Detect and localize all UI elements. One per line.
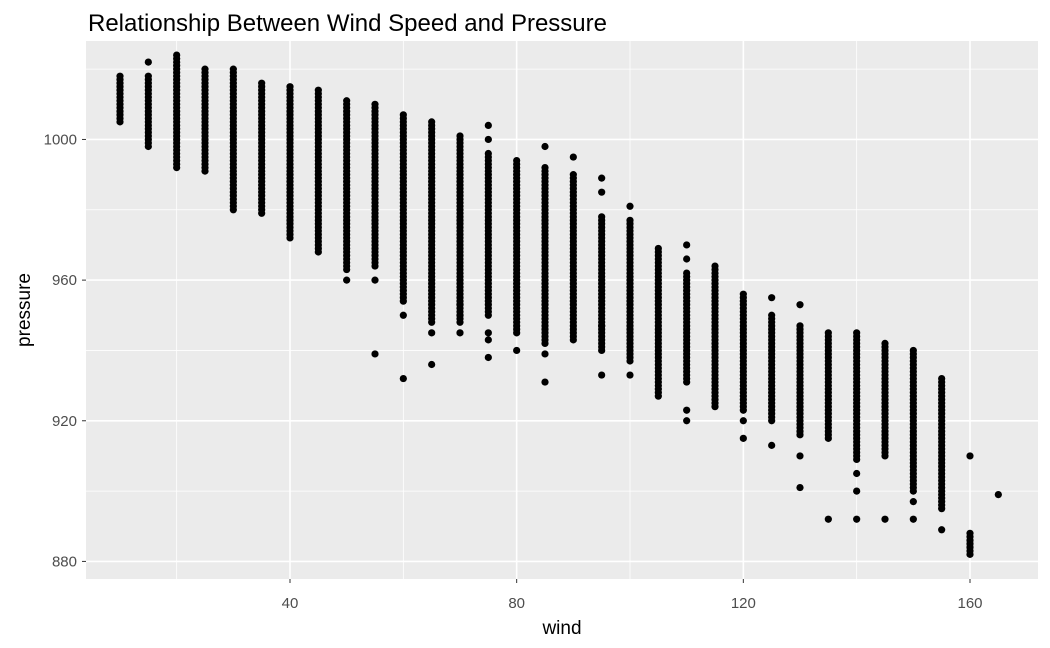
data-point (144, 72, 152, 80)
data-point (654, 244, 662, 253)
data-point (796, 322, 804, 330)
data-point (768, 294, 776, 302)
data-point (343, 276, 351, 284)
data-point (824, 329, 832, 337)
data-point (796, 452, 804, 460)
plot-panel (86, 41, 1038, 579)
data-points (116, 51, 1002, 558)
data-point (739, 290, 747, 298)
data-point (456, 132, 464, 140)
data-point (484, 135, 492, 144)
major-gridlines (86, 41, 1038, 579)
data-point (484, 149, 492, 158)
data-point (258, 79, 266, 87)
data-point (739, 417, 747, 425)
data-point (683, 406, 691, 414)
data-point (683, 241, 691, 249)
data-point (456, 301, 464, 309)
data-point (484, 353, 492, 362)
data-point (626, 216, 634, 224)
data-point (598, 322, 606, 330)
data-point (399, 374, 407, 383)
data-point (909, 515, 917, 523)
data-point (513, 156, 521, 165)
data-point (569, 153, 577, 161)
data-point (173, 51, 181, 59)
data-point (144, 58, 152, 66)
data-point (853, 487, 861, 495)
data-point (541, 350, 549, 358)
data-point (399, 111, 407, 119)
y-tick-label: 920 (52, 413, 77, 430)
data-point (598, 174, 606, 182)
data-point (768, 311, 776, 319)
x-tick-label: 40 (282, 595, 299, 612)
data-point (286, 83, 294, 91)
data-point (541, 142, 549, 151)
data-point (371, 350, 379, 358)
chart-title: Relationship Between Wind Speed and Pres… (88, 10, 607, 37)
y-tick-label: 880 (52, 553, 77, 570)
data-point (966, 529, 974, 537)
data-point (739, 434, 747, 442)
data-point (456, 311, 464, 319)
x-tick-label: 160 (957, 595, 982, 612)
data-point (853, 329, 861, 337)
data-point (598, 213, 606, 221)
data-point (541, 378, 549, 386)
data-point (768, 441, 776, 449)
data-point (683, 255, 691, 263)
data-point (428, 360, 436, 369)
x-axis: 40 80 120 160 (282, 579, 983, 612)
data-point (428, 329, 436, 337)
data-point (626, 371, 634, 379)
data-point (853, 515, 861, 523)
data-point (938, 526, 946, 534)
data-point (569, 171, 577, 179)
data-point (399, 311, 407, 319)
data-point (229, 65, 237, 73)
x-tick-label: 120 (731, 595, 756, 612)
data-point (683, 417, 691, 425)
data-point (796, 301, 804, 309)
data-point (371, 100, 379, 108)
data-point (853, 469, 861, 478)
data-point (938, 374, 946, 383)
data-point (881, 515, 889, 523)
data-point (201, 65, 209, 73)
data-point (711, 262, 719, 270)
data-point (314, 86, 322, 94)
data-point (909, 346, 917, 355)
data-point (428, 118, 436, 126)
y-axis-title: pressure (14, 273, 35, 347)
data-point (116, 72, 124, 80)
y-tick-label: 960 (52, 272, 77, 289)
data-point (598, 188, 606, 196)
x-tick-label: 80 (508, 595, 525, 612)
data-point (484, 336, 492, 344)
data-point (881, 339, 889, 348)
data-point (626, 202, 634, 210)
data-point (966, 452, 974, 460)
data-point (909, 498, 917, 506)
y-axis: 880 920 960 1000 (44, 131, 86, 570)
data-point (343, 97, 351, 105)
data-point (484, 121, 492, 129)
data-point (598, 371, 606, 379)
data-point (824, 515, 832, 523)
data-point (456, 329, 464, 337)
data-point (513, 346, 521, 355)
data-point (796, 483, 804, 492)
data-point (683, 269, 691, 277)
data-point (484, 329, 492, 337)
x-axis-title: wind (541, 618, 581, 639)
data-point (541, 163, 549, 172)
y-tick-label: 1000 (44, 131, 77, 148)
data-point (994, 491, 1002, 499)
data-point (371, 276, 379, 284)
